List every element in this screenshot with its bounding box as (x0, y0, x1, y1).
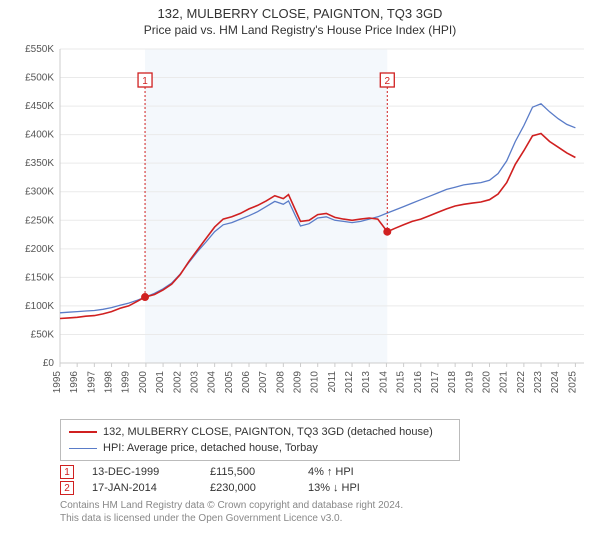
svg-text:£300K: £300K (25, 187, 54, 198)
svg-text:2023: 2023 (533, 371, 544, 394)
svg-text:2014: 2014 (378, 371, 389, 394)
svg-text:2009: 2009 (293, 371, 304, 394)
svg-text:2005: 2005 (224, 371, 235, 394)
chart-subtitle: Price paid vs. HM Land Registry's House … (8, 23, 592, 37)
svg-text:1: 1 (142, 76, 148, 87)
legend-label: HPI: Average price, detached house, Torb… (103, 440, 318, 456)
events-table: 1 13-DEC-1999 £115,500 4% ↑ HPI 2 17-JAN… (60, 465, 592, 495)
svg-text:1997: 1997 (86, 371, 97, 394)
event-price: £230,000 (210, 482, 290, 494)
event-hpi-delta: 13% (308, 482, 330, 494)
event-marker-2: 2 (60, 481, 74, 495)
legend-item: HPI: Average price, detached house, Torb… (69, 440, 451, 456)
svg-text:2020: 2020 (482, 371, 493, 394)
svg-text:2013: 2013 (361, 371, 372, 394)
svg-text:£250K: £250K (25, 215, 54, 226)
svg-text:2011: 2011 (327, 371, 338, 393)
svg-text:£500K: £500K (25, 73, 54, 84)
svg-text:2004: 2004 (207, 371, 218, 394)
legend-swatch-red (69, 431, 97, 433)
line-chart: £0 £50K £100K £150K £200K £250K £300K £350K £400… (8, 43, 592, 413)
svg-text:2018: 2018 (447, 371, 458, 394)
event-hpi: 13% ↓ HPI (308, 482, 360, 494)
legend-item: 132, MULBERRY CLOSE, PAIGNTON, TQ3 3GD (… (69, 424, 451, 440)
event-hpi-label: HPI (342, 482, 360, 494)
svg-text:2025: 2025 (567, 371, 578, 394)
chart-title: 132, MULBERRY CLOSE, PAIGNTON, TQ3 3GD (8, 6, 592, 21)
svg-text:2003: 2003 (189, 371, 200, 394)
svg-text:2006: 2006 (241, 371, 252, 394)
arrow-up-icon: ↑ (327, 466, 333, 478)
footer: Contains HM Land Registry data © Crown c… (60, 499, 592, 525)
svg-text:1995: 1995 (52, 371, 63, 394)
svg-text:1996: 1996 (69, 371, 80, 394)
svg-text:1998: 1998 (104, 371, 115, 394)
svg-text:2001: 2001 (155, 371, 166, 394)
svg-text:£400K: £400K (25, 130, 54, 141)
svg-text:2000: 2000 (138, 371, 149, 394)
event-hpi: 4% ↑ HPI (308, 466, 354, 478)
footer-line2: This data is licensed under the Open Gov… (60, 512, 592, 525)
event-date: 17-JAN-2014 (92, 482, 192, 494)
svg-text:£450K: £450K (25, 101, 54, 112)
svg-text:2022: 2022 (516, 371, 527, 394)
chart-area: £0 £50K £100K £150K £200K £250K £300K £350K £400… (8, 43, 592, 413)
svg-text:2024: 2024 (550, 371, 561, 394)
svg-text:2002: 2002 (172, 371, 183, 394)
svg-text:2008: 2008 (275, 371, 286, 394)
svg-text:2015: 2015 (396, 371, 407, 394)
event-marker-1: 1 (60, 465, 74, 479)
svg-text:£350K: £350K (25, 158, 54, 169)
event-hpi-label: HPI (335, 466, 353, 478)
svg-text:2007: 2007 (258, 371, 269, 394)
svg-text:£50K: £50K (31, 329, 55, 340)
arrow-down-icon: ↓ (333, 482, 339, 494)
svg-text:£200K: £200K (25, 244, 54, 255)
event-price: £115,500 (210, 466, 290, 478)
legend-label: 132, MULBERRY CLOSE, PAIGNTON, TQ3 3GD (… (103, 424, 433, 440)
svg-text:£150K: £150K (25, 272, 54, 283)
svg-text:2016: 2016 (413, 371, 424, 394)
svg-text:2: 2 (385, 76, 391, 87)
footer-line1: Contains HM Land Registry data © Crown c… (60, 499, 592, 512)
event-date: 13-DEC-1999 (92, 466, 192, 478)
svg-text:1999: 1999 (121, 371, 132, 394)
legend-swatch-blue (69, 448, 97, 449)
svg-text:2019: 2019 (464, 371, 475, 394)
svg-text:£100K: £100K (25, 301, 54, 312)
svg-text:£550K: £550K (25, 44, 54, 55)
event-hpi-delta: 4% (308, 466, 324, 478)
svg-text:£0: £0 (43, 358, 55, 369)
svg-text:2012: 2012 (344, 371, 355, 394)
svg-text:2010: 2010 (310, 371, 321, 394)
svg-text:2021: 2021 (499, 371, 510, 394)
event-row: 1 13-DEC-1999 £115,500 4% ↑ HPI (60, 465, 592, 479)
event-row: 2 17-JAN-2014 £230,000 13% ↓ HPI (60, 481, 592, 495)
svg-text:2017: 2017 (430, 371, 441, 394)
legend: 132, MULBERRY CLOSE, PAIGNTON, TQ3 3GD (… (60, 419, 460, 461)
